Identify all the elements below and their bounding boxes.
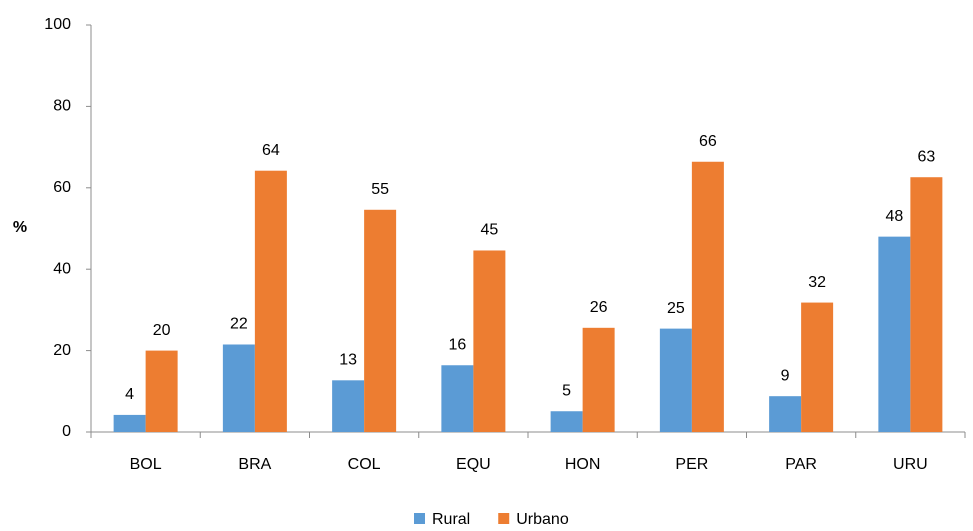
data-label: 48 [885,208,903,225]
bar [364,209,397,432]
data-label: 64 [262,142,280,159]
y-tick-label: 100 [44,16,71,33]
data-label: 66 [699,133,717,150]
legend-swatch [414,513,425,524]
legend-label: Urbano [516,511,569,528]
data-label: 4 [125,386,134,403]
data-label: 32 [808,274,826,291]
data-label: 5 [562,382,571,399]
legend-label: Rural [432,511,470,528]
bar [145,350,178,432]
bar [441,365,474,432]
bar [222,344,255,432]
bar [910,177,943,432]
data-label: 26 [590,299,608,316]
data-label: 55 [371,181,389,198]
y-tick-label: 60 [53,179,71,196]
x-tick-label: HON [565,456,601,473]
x-tick-label: EQU [456,456,491,473]
y-tick-label: 0 [62,423,71,440]
y-tick-label: 40 [53,260,71,277]
bar [878,236,911,432]
data-label: 45 [480,222,498,239]
data-label: 20 [153,322,171,339]
bar [254,170,287,432]
x-tick-label: URU [893,456,928,473]
legend-swatch [498,513,510,524]
y-axis-label: % [13,219,27,236]
x-tick-label: BOL [130,456,162,473]
bar [659,328,692,432]
bar [582,327,615,432]
data-label: 25 [667,300,685,317]
bar [769,396,802,432]
data-label: 63 [917,148,935,165]
y-tick-label: 80 [53,98,71,115]
x-tick-label: PAR [785,456,817,473]
bar [473,250,506,432]
bar [113,414,146,432]
data-label: 16 [448,336,466,353]
x-tick-label: COL [348,456,381,473]
x-tick-label: PER [675,456,708,473]
bar [801,302,834,432]
data-label: 9 [781,367,790,384]
data-label: 22 [230,316,248,333]
data-label: 13 [339,352,357,369]
x-tick-label: BRA [238,456,271,473]
bar [332,380,365,432]
bar [691,161,724,432]
y-tick-label: 20 [53,342,71,359]
bar [550,411,583,432]
